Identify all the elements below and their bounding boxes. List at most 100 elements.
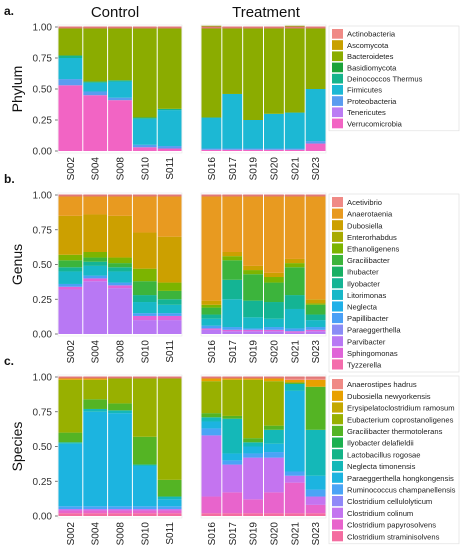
bar-segment <box>108 81 132 98</box>
bar-segment <box>108 378 132 404</box>
x-tick-label: S010 <box>140 157 151 181</box>
bar-segment <box>305 496 326 505</box>
bar-segment <box>222 376 243 379</box>
bar-segment <box>222 453 243 461</box>
bar-segment <box>222 329 243 332</box>
bar-segment <box>264 457 284 493</box>
bar-segment <box>222 195 243 252</box>
bar-segment <box>132 268 157 282</box>
bar-segment <box>222 418 243 454</box>
bar-segment <box>132 378 157 437</box>
legend-label: Ihubacter <box>347 268 379 277</box>
bar-segment <box>284 194 305 197</box>
y-tick-label: 0.75 <box>33 407 53 418</box>
bar-segment <box>132 313 157 316</box>
bar-segment <box>108 410 132 414</box>
x-tick-label: S011 <box>165 340 176 363</box>
bar-segment <box>243 499 263 514</box>
bar-segment <box>222 149 243 151</box>
bar-segment <box>264 327 284 330</box>
bar-segment <box>132 26 157 29</box>
bar-segment <box>243 438 263 443</box>
legend-label: Proteobacteria <box>347 97 397 106</box>
bar-segment <box>132 436 157 465</box>
legend-frame <box>328 25 460 132</box>
legend-swatch <box>332 301 343 312</box>
bar-segment <box>305 376 326 379</box>
bar-segment <box>132 513 157 516</box>
legend-swatch <box>332 449 343 460</box>
x-tick-label: S002 <box>66 522 77 546</box>
bar-segment <box>305 141 326 144</box>
legend-label: Enterorhabdus <box>347 233 397 242</box>
x-tick-label: S008 <box>116 157 127 181</box>
bar-segment <box>222 464 243 493</box>
bar-segment <box>58 26 83 29</box>
bar-segment <box>132 118 157 145</box>
bar-segment <box>108 267 132 272</box>
bar-segment <box>108 80 132 82</box>
bar-segment <box>243 148 263 150</box>
bar-segment <box>201 314 222 319</box>
bar-segment <box>132 195 157 233</box>
y-tick-label: 0.00 <box>33 147 53 158</box>
bar-segment <box>222 93 243 149</box>
bar-segment <box>108 403 132 411</box>
legend-label: Ilyobacter <box>347 279 380 288</box>
bar-segment <box>58 509 83 511</box>
bar-segment <box>284 331 305 333</box>
legend-label: Tenericutes <box>347 108 386 117</box>
x-tick-label: S020 <box>269 522 280 546</box>
legend-label: Clostridium straminisolvens <box>347 532 440 541</box>
bar-segment <box>222 260 243 280</box>
bar-segment <box>108 257 132 264</box>
bar-segment <box>58 215 83 255</box>
bar-segment <box>157 513 182 516</box>
bar-segment <box>284 513 305 516</box>
legend-swatch <box>332 336 343 347</box>
legend-label: Dubosiella newyorkensis <box>347 392 431 401</box>
bar-segment <box>222 27 243 94</box>
bar-segment <box>305 195 326 300</box>
bar-segment <box>108 282 132 286</box>
bar-segment <box>157 146 182 149</box>
x-tick-label: S023 <box>311 340 322 364</box>
bar-segment <box>222 299 243 328</box>
bar-segment <box>58 254 83 261</box>
y-tick-label: 0.25 <box>33 477 53 488</box>
plot-frame <box>200 374 327 519</box>
bar-segment <box>157 376 182 379</box>
bar-segment <box>264 443 284 453</box>
bar-segment <box>222 279 243 300</box>
bar-segment <box>264 148 284 150</box>
bar-segment <box>243 379 263 439</box>
legend-label: Ascomycota <box>347 41 389 50</box>
bar-segment <box>108 195 132 216</box>
legend-swatch <box>332 496 343 507</box>
y-tick-label: 0.00 <box>33 512 53 523</box>
bar-segment <box>284 475 305 483</box>
bar-segment <box>157 110 182 147</box>
legend-swatch <box>332 51 343 62</box>
legend: Anaerostipes hadrus Dubosiella newyorkens… <box>328 375 460 545</box>
bar-segment <box>201 413 222 418</box>
bar-segment <box>157 290 182 300</box>
legend-label: Basidiomycota <box>347 63 397 72</box>
x-tick-label: S011 <box>165 522 176 545</box>
bar-segment <box>83 265 108 276</box>
bar-segment <box>222 492 243 514</box>
legend-label: Erysipelatoclostridium ramosum <box>347 404 455 413</box>
y-tick-label: 0.50 <box>33 442 53 453</box>
bar-segment <box>264 272 284 278</box>
x-tick-label: S010 <box>140 522 151 546</box>
bar-segment <box>83 214 108 252</box>
bar-segment <box>305 194 326 197</box>
x-tick-label: S020 <box>269 157 280 181</box>
bar-segment <box>243 317 263 329</box>
bar-segment <box>157 315 182 321</box>
x-tick-label: S019 <box>249 340 260 364</box>
bar-segment <box>284 382 305 384</box>
bar-segment <box>58 442 83 444</box>
bar-segment <box>83 399 108 409</box>
